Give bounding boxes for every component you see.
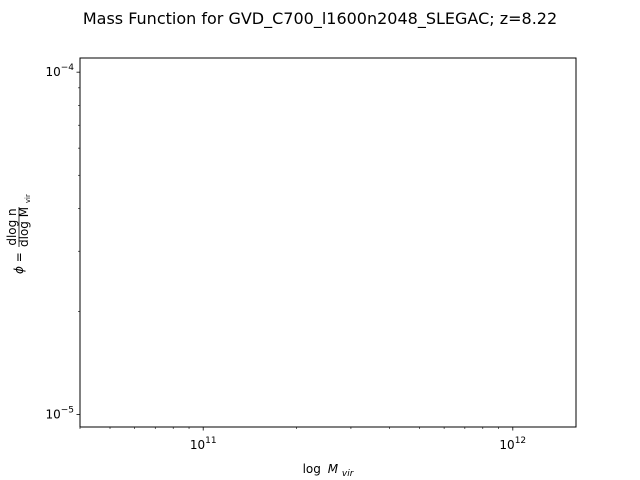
y-axis-label-numerator: dlog n bbox=[5, 208, 19, 245]
x-tick-label-1: 1012 bbox=[499, 436, 526, 452]
y-axis-label-phi: ϕ = bbox=[12, 252, 26, 274]
x-axis-label: log M vir bbox=[303, 462, 355, 479]
y-tick-labels: 10−5 10−4 bbox=[45, 63, 74, 421]
y-axis-label-denominator-sub: vir bbox=[24, 194, 32, 203]
x-major-ticks bbox=[202, 427, 514, 431]
x-axis-label-sub: vir bbox=[342, 469, 355, 479]
y-major-ticks bbox=[76, 71, 80, 416]
chart-title: Mass Function for GVD_C700_l1600n2048_SL… bbox=[83, 9, 557, 29]
y-tick-label-0: 10−5 bbox=[45, 406, 74, 422]
y-axis-label-denominator: dlog M vir bbox=[17, 194, 32, 247]
x-axis-label-log: log bbox=[303, 462, 321, 476]
x-tick-label-0: 1011 bbox=[190, 436, 217, 452]
x-axis-label-var: M bbox=[328, 462, 339, 476]
y-axis-label: ϕ = dlog n dlog M vir bbox=[5, 194, 32, 274]
plot-area-frame bbox=[79, 57, 577, 428]
x-tick-labels: 1011 1012 bbox=[190, 436, 526, 452]
y-tick-label-1: 10−4 bbox=[45, 63, 74, 79]
y-axis-label-denominator-main: dlog M bbox=[17, 207, 31, 247]
